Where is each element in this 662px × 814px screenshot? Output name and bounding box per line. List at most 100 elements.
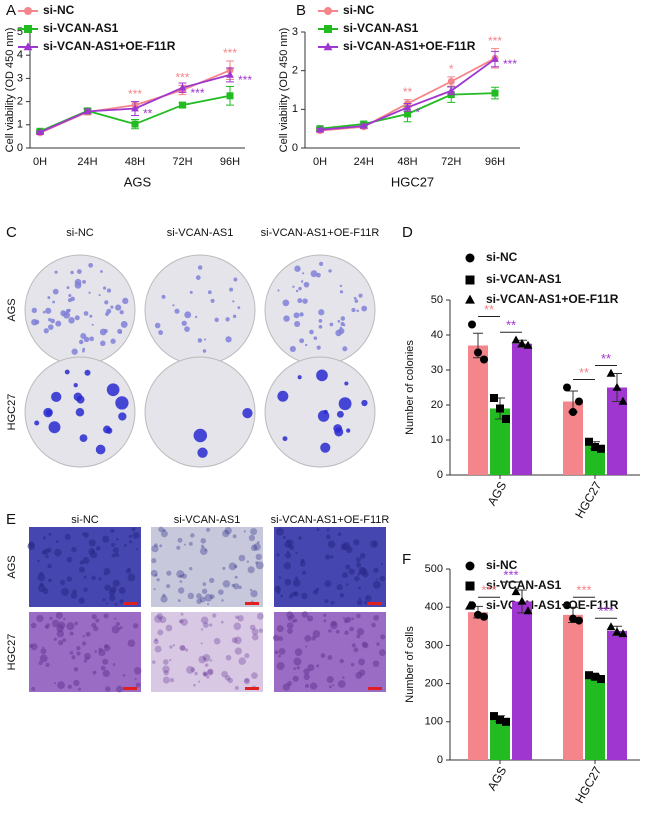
y-tick-label: 0 <box>17 142 23 154</box>
cell <box>255 553 262 561</box>
cell <box>82 635 85 638</box>
replicate <box>511 335 521 344</box>
cell <box>344 630 349 635</box>
cell <box>61 588 69 596</box>
cell <box>256 541 260 544</box>
bar <box>585 676 605 760</box>
point <box>447 77 455 85</box>
cell <box>180 645 186 651</box>
colony <box>106 308 112 314</box>
colony <box>316 345 321 350</box>
cell <box>248 534 256 542</box>
colony <box>100 270 103 273</box>
cell <box>328 629 332 633</box>
cell <box>95 618 100 623</box>
colony <box>237 306 241 310</box>
cell <box>359 552 366 559</box>
cell <box>153 639 159 645</box>
cell <box>54 682 57 685</box>
cell <box>206 603 210 606</box>
legend-marker <box>24 25 32 33</box>
row-label: HGC27 <box>6 394 18 431</box>
point <box>226 70 234 78</box>
cell <box>365 594 372 602</box>
cell <box>57 621 66 629</box>
cell <box>159 544 163 548</box>
cell <box>179 620 182 623</box>
cell <box>162 676 170 684</box>
significance: *** <box>175 71 189 85</box>
legend-label: si-VCAN-AS1+OE-F11R <box>486 292 619 306</box>
replicate <box>563 601 571 610</box>
colony <box>71 348 78 355</box>
cell <box>66 622 75 631</box>
cell <box>46 623 51 628</box>
colony <box>74 315 80 321</box>
x-tick-label: 48H <box>125 156 145 168</box>
y-tick-label: 0 <box>437 469 443 481</box>
replicate <box>502 717 510 726</box>
replicate <box>606 368 616 377</box>
cell <box>284 552 292 559</box>
cell <box>244 678 250 683</box>
cell <box>250 544 258 552</box>
cell <box>233 622 242 631</box>
cell <box>202 582 207 586</box>
cell <box>283 562 292 570</box>
cell <box>160 530 168 538</box>
cell <box>180 612 184 616</box>
replicate <box>511 587 521 596</box>
row-label: HGC27 <box>6 634 18 671</box>
colony <box>115 304 122 311</box>
colony <box>289 345 296 352</box>
cell <box>176 570 185 579</box>
cell <box>250 589 258 598</box>
cell <box>135 682 141 688</box>
cell <box>166 570 172 576</box>
cell <box>63 617 66 621</box>
colony <box>335 329 342 337</box>
legend-label: si-NC <box>486 558 518 572</box>
cell <box>296 666 300 670</box>
colony <box>42 310 46 314</box>
cell <box>358 658 366 666</box>
cell <box>303 673 310 680</box>
cell <box>204 549 207 552</box>
significance: * <box>416 106 421 120</box>
cell <box>309 682 318 690</box>
colony <box>119 310 124 315</box>
cell <box>72 589 77 594</box>
replicate <box>517 596 527 605</box>
cell <box>287 628 293 634</box>
cell <box>363 600 368 605</box>
x-tick-label: AGS <box>485 764 510 793</box>
cell <box>337 532 342 536</box>
replicate <box>569 408 577 416</box>
point <box>359 121 368 129</box>
row-label: AGS <box>6 555 18 578</box>
legend-label: si-VCAN-AS1+OE-F11R <box>43 39 176 53</box>
cell <box>156 613 163 620</box>
cell <box>71 546 77 553</box>
cell <box>249 624 256 631</box>
cell <box>293 667 296 670</box>
cell <box>151 558 157 564</box>
cell <box>284 578 292 586</box>
cell <box>204 663 209 667</box>
cell <box>67 684 72 689</box>
cell <box>206 669 214 676</box>
bar <box>607 387 627 475</box>
bar <box>607 630 627 760</box>
cell <box>221 599 224 602</box>
significance: *** <box>128 87 142 101</box>
row-label: AGS <box>6 298 18 321</box>
y-tick-label: 40 <box>431 329 443 341</box>
cell <box>301 592 308 600</box>
cell <box>372 660 380 667</box>
replicate <box>502 415 510 423</box>
y-tick-label: 1 <box>17 119 23 131</box>
cell <box>231 583 235 588</box>
scale-bar <box>245 687 259 690</box>
cell <box>81 532 85 536</box>
cell <box>244 653 250 659</box>
